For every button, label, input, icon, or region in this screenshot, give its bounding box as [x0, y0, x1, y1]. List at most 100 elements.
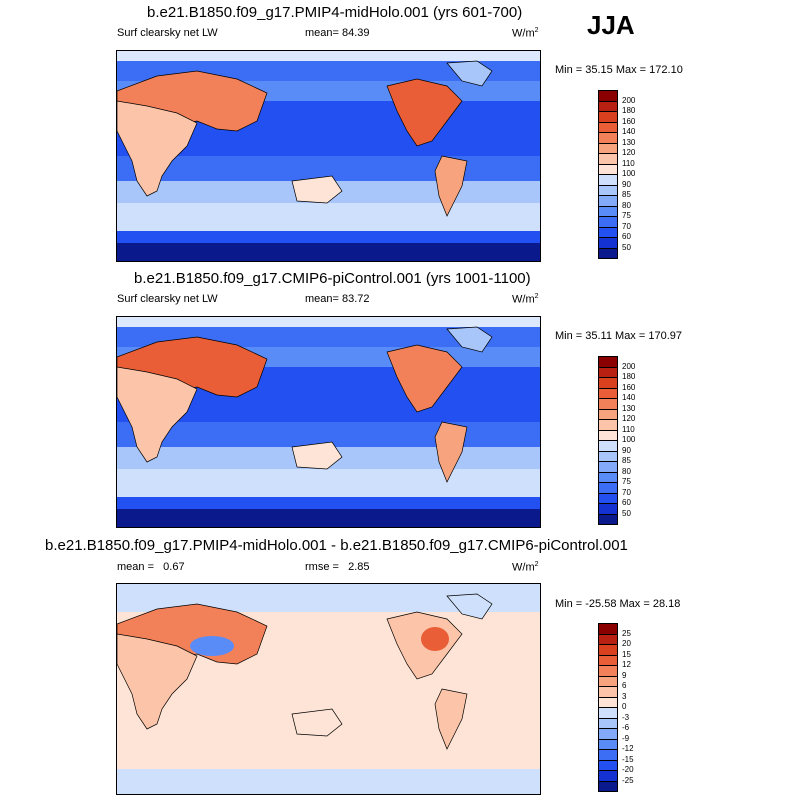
panel3-rmse-label: rmse =	[305, 561, 339, 573]
panel1-mean: mean= 84.39	[305, 27, 370, 39]
colorbar-tick-label: 60	[622, 498, 631, 507]
colorbar-tick-label: 15	[622, 649, 631, 659]
panel1-title: b.e21.B1850.f09_g17.PMIP4-midHolo.001 (y…	[147, 4, 523, 21]
colorbar-tick-label: 140	[622, 127, 636, 136]
colorbar-tick-label: -15	[622, 754, 634, 764]
panel3-title: b.e21.B1850.f09_g17.PMIP4-midHolo.001 - …	[45, 537, 628, 554]
north-america-landmass	[386, 344, 463, 413]
colorbar-tick-label: 6	[622, 681, 627, 690]
panel1-map-svg	[117, 51, 540, 261]
panel2-minmax: Min = 35.11 Max = 170.97	[555, 330, 682, 342]
panel1-mean-label: mean=	[305, 27, 339, 39]
season-label: JJA	[587, 10, 635, 40]
south-asia-negative-anomaly	[190, 636, 234, 656]
colorbar-tick-label: 140	[622, 393, 636, 402]
antarctic-negative-band	[117, 769, 540, 794]
panel2-mean-value: 83.72	[342, 293, 370, 305]
panel3-mean: mean = 0.67	[117, 561, 185, 573]
antarctic-band	[117, 509, 540, 527]
africa-landmass	[117, 633, 198, 730]
panel2-mean-label: mean=	[305, 293, 339, 305]
panel1-map	[116, 50, 541, 262]
colorbar-tick-label: 50	[622, 242, 631, 252]
panel2-map	[116, 316, 541, 528]
colorbar-tick-label: 50	[622, 508, 631, 518]
colorbar-tick-label: 60	[622, 232, 631, 241]
africa-landmass	[117, 100, 198, 197]
colorbar-tick-label: -6	[622, 723, 630, 732]
colorbar-tick-label: 130	[622, 403, 636, 413]
colorbar-tick-label: 160	[622, 382, 636, 392]
panel2-mean: mean= 83.72	[305, 293, 370, 305]
colorbar-tick-label: 180	[622, 372, 636, 381]
panel1-minmax: Min = 35.15 Max = 172.10	[555, 64, 683, 76]
colorbar-tick-label: 120	[622, 148, 636, 157]
colorbar-tick-label: 200	[622, 361, 636, 371]
panel3-colorbar: 25 20 15 12 9 6 3 0 -3 -6 -9 -12 -15 -20 -25	[598, 623, 698, 792]
colorbar-tick-label: 0	[622, 702, 627, 711]
colorbar-tick-label: 85	[622, 456, 631, 465]
colorbar-tick-label: 180	[622, 106, 636, 115]
colorbar-cell	[598, 247, 618, 259]
colorbar-tick-label: 80	[622, 466, 631, 476]
south-america-landmass	[434, 421, 468, 483]
southern-light-band	[117, 203, 540, 231]
colorbar-tick-label: 80	[622, 200, 631, 210]
colorbar-tick-label: 90	[622, 445, 631, 455]
colorbar-tick-label: 12	[622, 660, 631, 669]
colorbar-tick-label: 100	[622, 169, 636, 178]
colorbar-tick-label: 160	[622, 116, 636, 126]
colorbar-tick-label: -12	[622, 744, 634, 753]
australia-landmass	[291, 175, 343, 204]
colorbar-tick-label: 20	[622, 639, 631, 648]
panel1-units-text: W/m	[512, 27, 535, 40]
panel3-rmse: rmse = 2.85	[305, 561, 370, 573]
colorbar-tick-label: 120	[622, 414, 636, 423]
panel3-map	[116, 583, 541, 795]
colorbar-tick-label: 9	[622, 670, 627, 680]
greenland-landmass	[446, 60, 493, 87]
colorbar-cell	[598, 513, 618, 525]
panel3-units-exp: 2	[534, 561, 539, 568]
south-america-landmass	[434, 688, 468, 750]
panel2-units: W/m2	[512, 293, 539, 306]
panel1-units-exp: 2	[534, 27, 539, 34]
colorbar-tick-label: -20	[622, 765, 634, 774]
south-america-landmass	[434, 155, 468, 217]
colorbar-tick-label: 75	[622, 211, 631, 220]
north-america-positive-anomaly	[421, 627, 449, 651]
panel2-units-exp: 2	[534, 293, 539, 300]
colorbar-tick-label: 70	[622, 221, 631, 231]
colorbar-tick-label: -25	[622, 775, 634, 785]
panel3-mean-value: 0.67	[163, 561, 185, 573]
panel3-units: W/m2	[512, 561, 539, 574]
greenland-landmass	[446, 326, 493, 353]
colorbar-tick-label: 200	[622, 95, 636, 105]
colorbar-tick-label: -3	[622, 712, 630, 722]
southern-ocean-band	[117, 497, 540, 509]
greenland-landmass	[446, 593, 493, 620]
panel2-title: b.e21.B1850.f09_g17.CMIP6-piControl.001 …	[134, 270, 531, 287]
colorbar-tick-label: 85	[622, 190, 631, 199]
panel3-units-text: W/m	[512, 561, 535, 574]
colorbar-tick-label: 100	[622, 435, 636, 444]
southern-ocean-band	[117, 231, 540, 243]
colorbar-tick-label: 110	[622, 158, 635, 168]
panel1-variable: Surf clearsky net LW	[117, 27, 218, 39]
panel2-colorbar: 200 180 160 140 130 120 110 100 90 85 80 75 70 60 50	[598, 356, 698, 525]
africa-landmass	[117, 366, 198, 463]
colorbar-tick-label: 70	[622, 487, 631, 497]
panel3-mean-label: mean =	[117, 561, 154, 573]
colorbar-tick-label: 75	[622, 477, 631, 486]
panel3-map-svg	[117, 584, 540, 794]
colorbar-tick-label: 3	[622, 691, 627, 701]
australia-landmass	[291, 708, 343, 737]
panel3-rmse-value: 2.85	[348, 561, 370, 573]
panel2-units-text: W/m	[512, 293, 535, 306]
colorbar-tick-label: 25	[622, 628, 631, 638]
colorbar-tick-label: 90	[622, 179, 631, 189]
panel1-colorbar: 200 180 160 140 130 120 110 100 90 85 80 75 70 60 50	[598, 90, 698, 259]
panel3-minmax: Min = -25.58 Max = 28.18	[555, 598, 681, 610]
colorbar-cell	[598, 780, 618, 792]
panel2-map-svg	[117, 317, 540, 527]
